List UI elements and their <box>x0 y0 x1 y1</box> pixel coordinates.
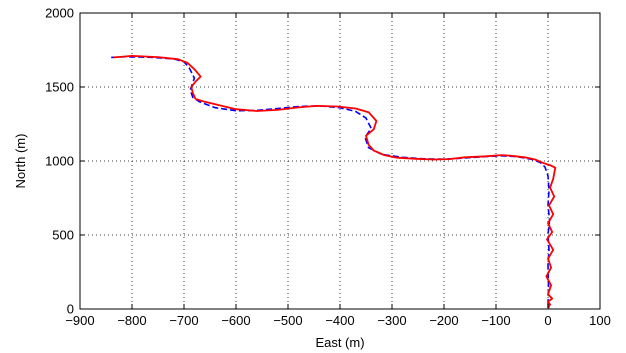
ticks: −900 −800 −700 −600 −500 −400 −300 −200 −100 0 100… <box>45 6 611 329</box>
y-tick-label: 500 <box>52 228 74 243</box>
plot-border <box>79 12 601 310</box>
x-tick-label: −300 <box>377 313 406 328</box>
x-tick-label: −700 <box>169 313 198 328</box>
y-tick-label: 1000 <box>45 154 74 169</box>
x-tick-label: −900 <box>65 313 94 328</box>
x-tick-label: −600 <box>221 313 250 328</box>
series-line-1 <box>113 55 557 309</box>
x-tick-label: −800 <box>117 313 146 328</box>
x-tick-label: −400 <box>325 313 354 328</box>
x-axis-title: East (m) <box>315 335 364 350</box>
grid <box>80 13 600 309</box>
series-layer <box>111 55 557 309</box>
y-tick-label: 1500 <box>45 80 74 95</box>
y-tick-label: 0 <box>67 302 74 317</box>
x-tick-label: 100 <box>589 313 611 328</box>
y-axis-title: North (m) <box>13 134 28 189</box>
x-tick-label: −500 <box>273 313 302 328</box>
y-tick-label: 2000 <box>45 6 74 21</box>
x-tick-label: −200 <box>429 313 458 328</box>
x-tick-label: 0 <box>544 313 551 328</box>
x-tick-label: −100 <box>481 313 510 328</box>
